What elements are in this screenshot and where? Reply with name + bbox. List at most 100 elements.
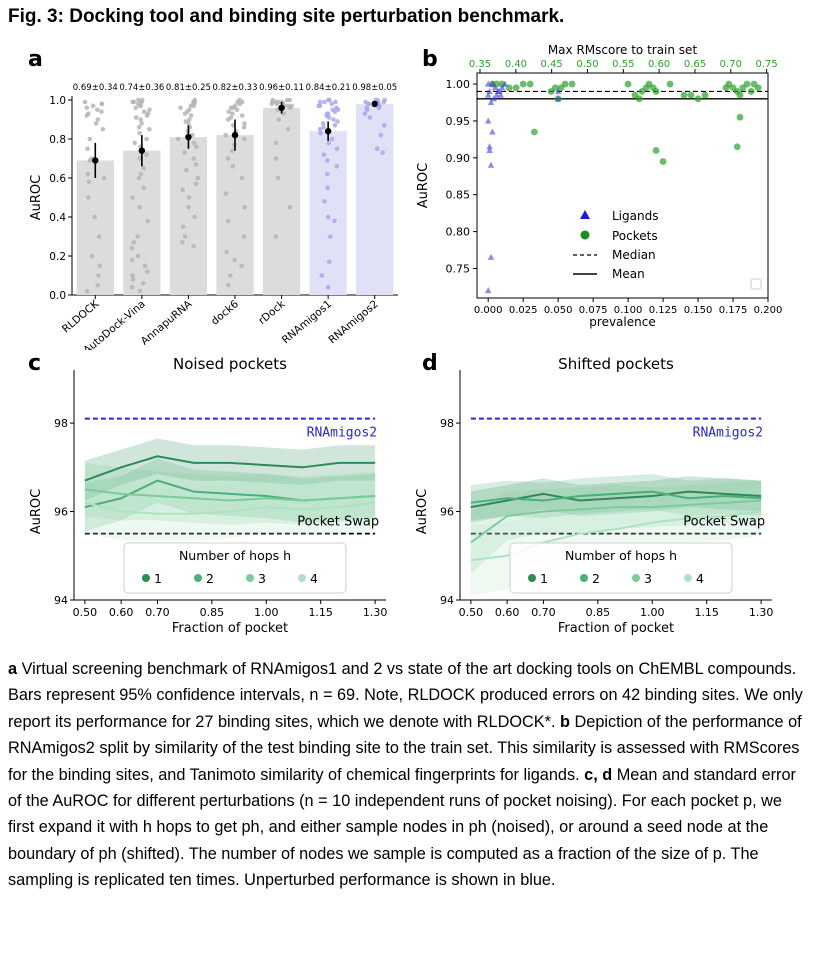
data-point xyxy=(230,111,235,116)
pocket-point xyxy=(526,80,534,88)
bar-value-label: 0.74±0.36 xyxy=(119,83,164,93)
data-point xyxy=(90,103,96,109)
legend-marker xyxy=(246,574,254,582)
data-point xyxy=(287,204,293,210)
y-tick-label: 0.4 xyxy=(49,212,66,224)
legend-title: Number of hops h xyxy=(565,548,677,563)
data-point xyxy=(87,136,93,142)
ligand-point xyxy=(554,95,562,102)
error-band xyxy=(470,473,762,521)
data-point xyxy=(226,282,231,288)
x-tick-label: 0.175 xyxy=(719,305,748,316)
x-tick-label: AnnapuRNA xyxy=(139,298,195,348)
data-point xyxy=(380,150,386,155)
data-point xyxy=(276,117,281,122)
x-tick-label: 1.30 xyxy=(363,606,388,619)
data-point xyxy=(140,97,145,103)
data-point xyxy=(378,132,384,138)
x-tick-label: 0.50 xyxy=(459,606,484,619)
data-point xyxy=(329,136,335,142)
x-tick-label: 1.00 xyxy=(640,606,665,619)
data-point xyxy=(191,243,196,249)
y-tick-label: 0.90 xyxy=(446,152,471,165)
data-point xyxy=(325,158,330,163)
pocket-point xyxy=(754,84,762,92)
x-tick-label: rDock xyxy=(256,298,288,328)
caption-a-letter: a xyxy=(8,660,18,678)
top-x-tick-label: 0.55 xyxy=(612,59,634,70)
y-tick-label: 96 xyxy=(440,506,454,519)
data-point xyxy=(186,204,191,210)
data-point xyxy=(317,99,323,105)
panel-d-line-chart: d Shifted pockets 94 96 98 AuROC 0.50 0.60 0.70 0… xyxy=(415,351,773,636)
legend-median-label: Median xyxy=(612,248,656,262)
panel-letter: a xyxy=(28,47,43,72)
ligand-point xyxy=(493,91,500,98)
data-point xyxy=(85,146,90,152)
data-point xyxy=(84,105,90,111)
data-point xyxy=(191,99,196,105)
x-tick-label: 0.200 xyxy=(754,305,783,316)
x-tick-label: 0.000 xyxy=(474,305,503,316)
y-tick-label: 0.95 xyxy=(446,115,471,128)
data-point xyxy=(137,204,142,210)
pocket-point xyxy=(733,143,741,151)
data-point xyxy=(136,175,142,181)
data-point xyxy=(180,224,186,230)
data-point xyxy=(192,214,197,220)
data-point xyxy=(284,97,290,103)
y-tick-label: 98 xyxy=(54,417,68,430)
data-point xyxy=(145,269,150,274)
mean-point xyxy=(278,104,285,112)
panel-c-line-chart: c Noised pockets 94 96 98 AuROC 0.50 0.60 0.70 0.… xyxy=(28,351,388,636)
data-point xyxy=(285,126,291,132)
data-point xyxy=(96,234,102,239)
data-point xyxy=(191,140,197,146)
legend-box xyxy=(509,542,733,594)
y-tick-label: 96 xyxy=(54,506,68,519)
ligand-point xyxy=(487,253,495,260)
data-point xyxy=(225,218,231,224)
data-point xyxy=(273,234,279,239)
bar-value-label: 0.84±0.21 xyxy=(306,83,351,93)
data-point xyxy=(316,103,321,109)
ligand-point xyxy=(494,87,502,94)
ligand-point xyxy=(487,161,495,168)
data-point xyxy=(230,164,235,169)
data-point xyxy=(187,117,192,122)
x-tick-label: 1.15 xyxy=(308,606,333,619)
panel-letter: c xyxy=(28,351,41,376)
error-band xyxy=(84,471,376,541)
ligand-point xyxy=(484,117,492,124)
data-point xyxy=(325,185,330,191)
bar-value-label: 0.82±0.33 xyxy=(213,83,258,93)
data-point xyxy=(191,156,197,161)
legend-label: 4 xyxy=(310,571,318,586)
x-axis-label: Fraction of pocket xyxy=(172,621,288,636)
ligand-point xyxy=(490,95,497,102)
bar xyxy=(262,107,301,295)
data-point xyxy=(137,130,142,136)
mean-point xyxy=(324,128,332,135)
series-line xyxy=(84,488,376,502)
chart-title: Shifted pockets xyxy=(558,355,674,373)
mean-point xyxy=(231,131,239,139)
x-tick-label: 0.025 xyxy=(509,305,538,316)
x-axis-label: Fraction of pocket xyxy=(558,621,674,636)
ligand-point xyxy=(484,91,492,98)
y-axis-label: AuROC xyxy=(29,489,44,534)
data-point xyxy=(325,171,330,177)
data-point xyxy=(179,240,185,245)
data-point xyxy=(99,109,104,114)
pocket-point xyxy=(551,84,559,92)
data-point xyxy=(182,150,187,155)
data-point xyxy=(242,204,247,210)
data-point xyxy=(132,140,138,146)
y-tick-label: 1.00 xyxy=(446,78,471,91)
data-point xyxy=(329,101,335,107)
figure-caption: a Virtual screening benchmark of RNAmigo… xyxy=(8,656,808,894)
legend-pockets-marker xyxy=(580,230,590,240)
data-point xyxy=(273,140,279,146)
data-point xyxy=(334,164,340,169)
x-tick-label: 0.70 xyxy=(531,606,556,619)
